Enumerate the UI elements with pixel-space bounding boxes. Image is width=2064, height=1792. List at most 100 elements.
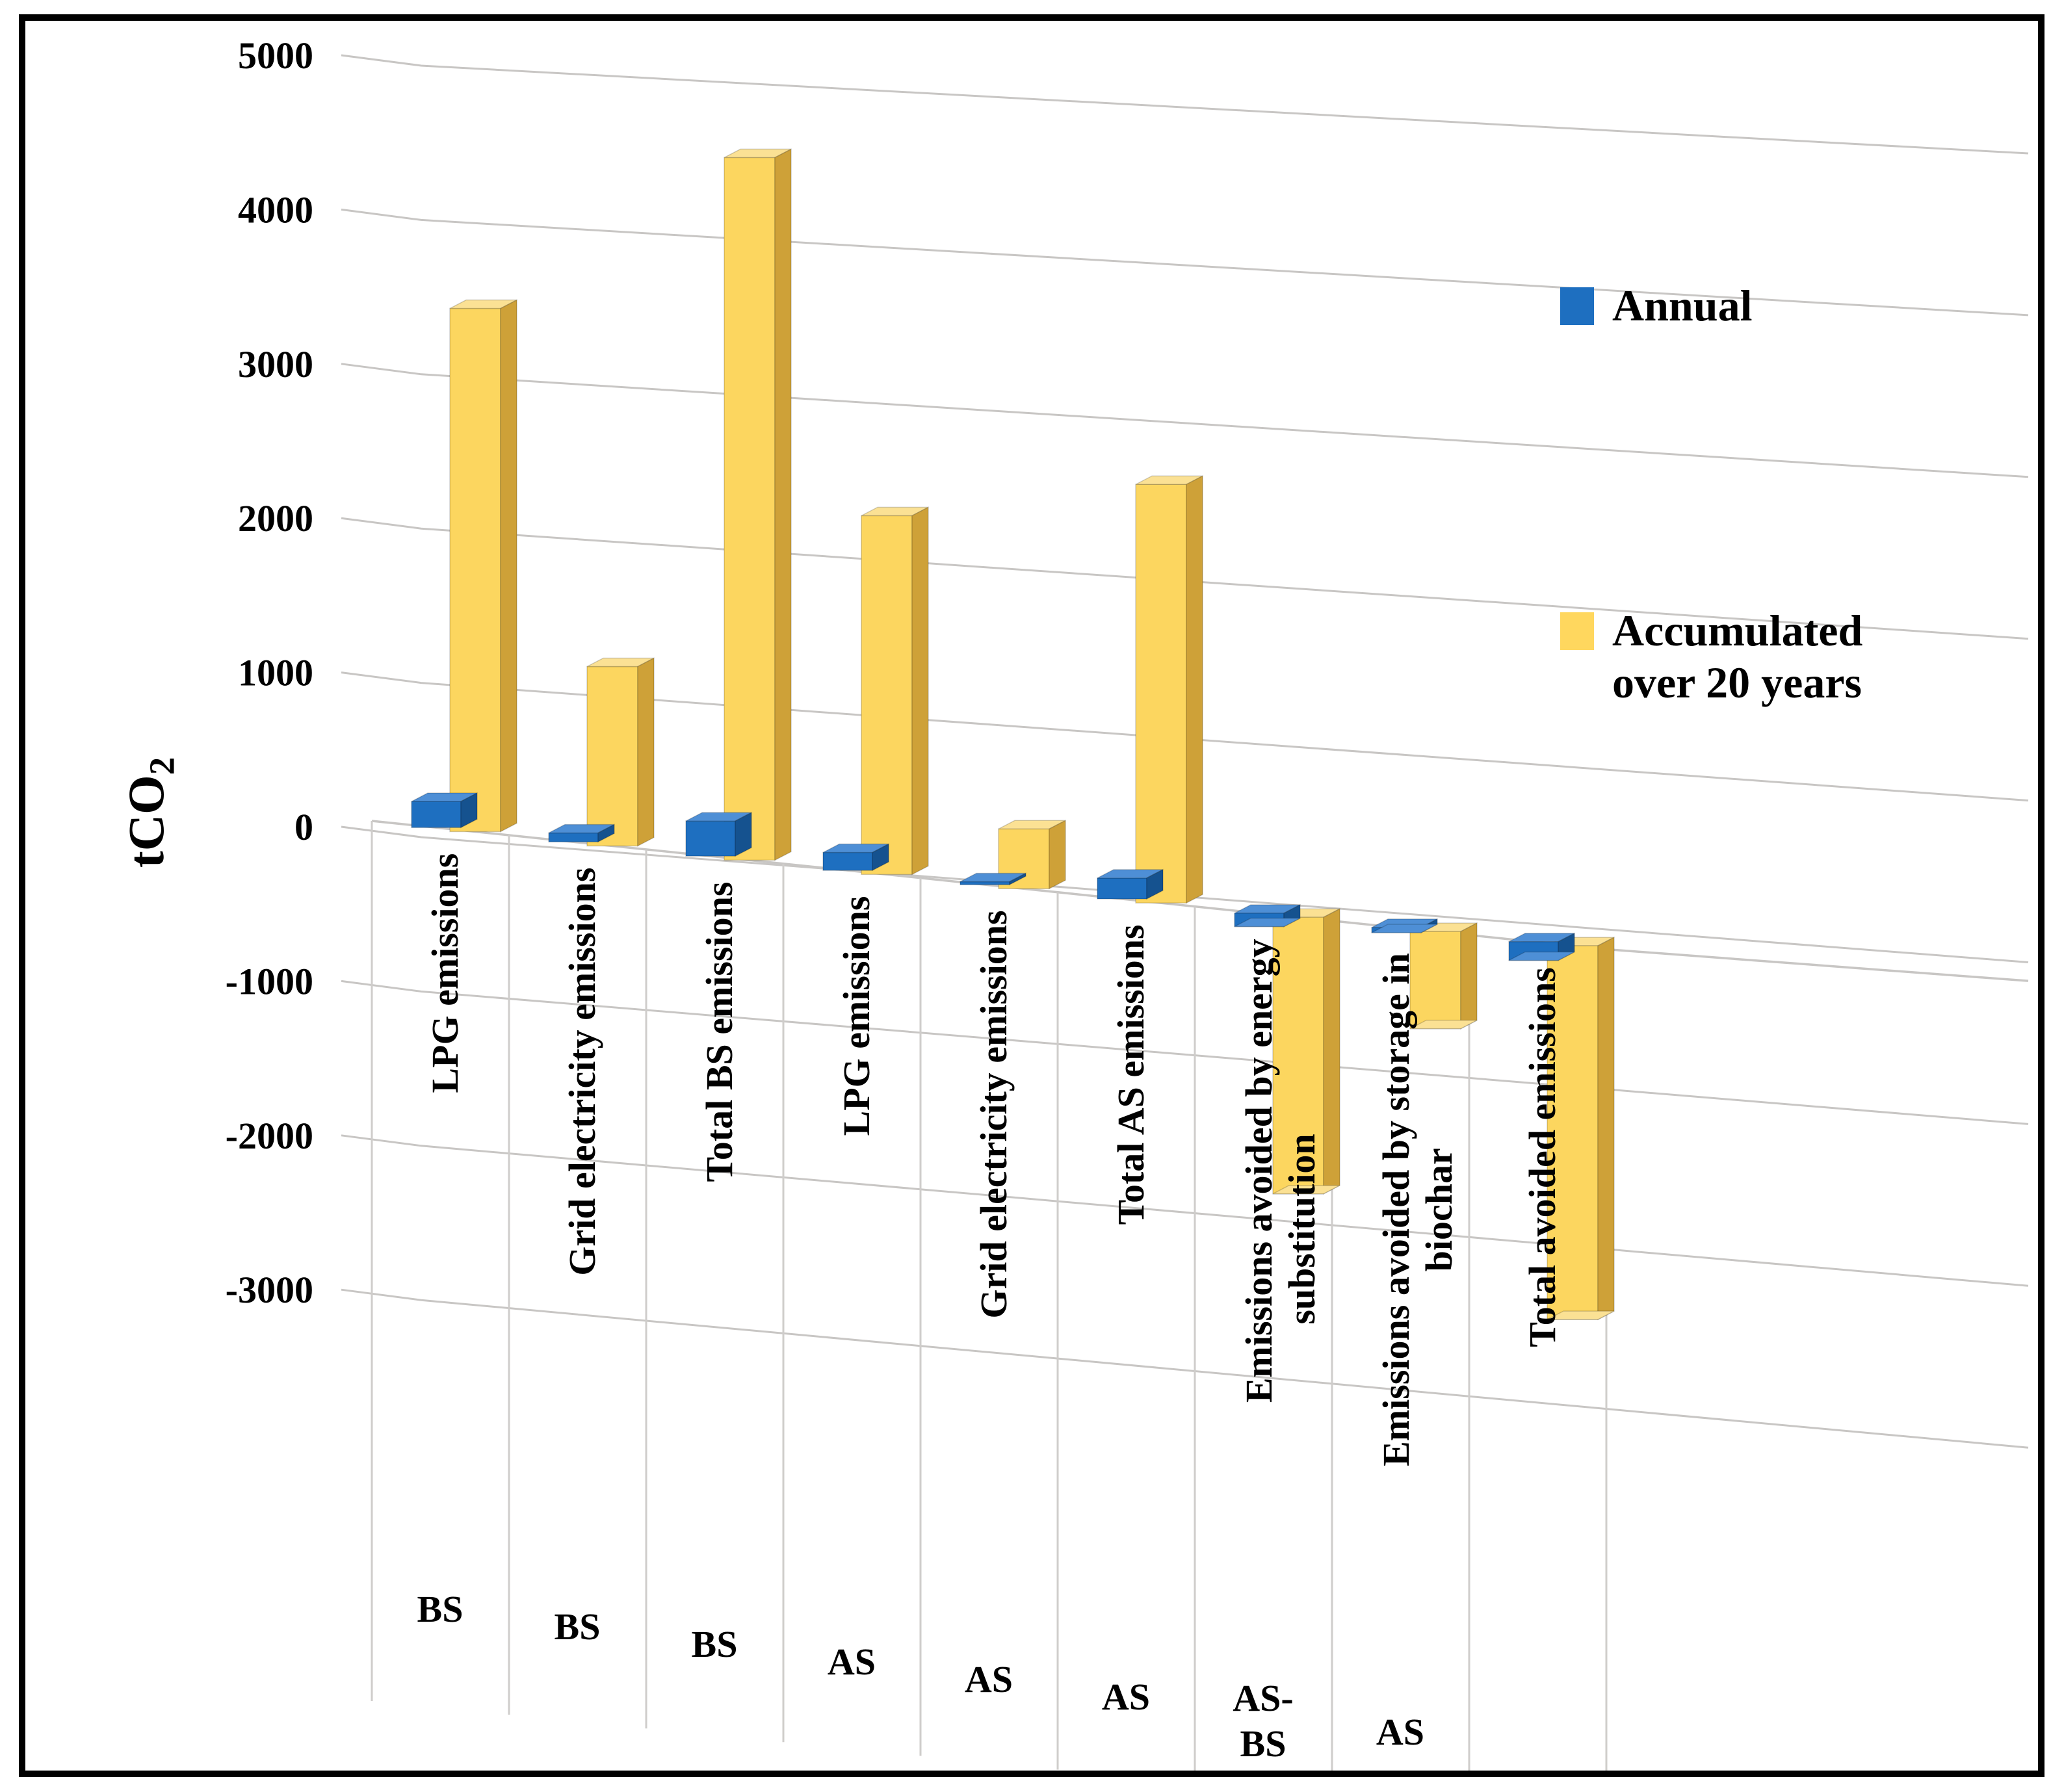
bar-accumulated-8-bottom bbox=[1547, 1310, 1615, 1320]
y-tick-label--2000: -2000 bbox=[226, 1115, 313, 1157]
category-label-6-line1: Emissions avoided by energy bbox=[1238, 939, 1280, 1403]
bar-annual-3-side bbox=[872, 843, 889, 872]
group-label-0: BS bbox=[417, 1588, 464, 1630]
bar-annual-2-front bbox=[685, 820, 736, 857]
bar-accumulated-2 bbox=[724, 148, 792, 861]
bar-accumulated-3-front bbox=[861, 515, 913, 876]
y-axis-title-subscript: 2 bbox=[142, 757, 182, 775]
gridline-1000 bbox=[341, 671, 2029, 802]
y-tick-label-4000: 4000 bbox=[238, 188, 313, 231]
y-tick-label-5000: 5000 bbox=[238, 34, 313, 77]
bar-annual-2-side bbox=[735, 811, 752, 857]
bar-annual-0-side bbox=[460, 792, 478, 829]
y-tick-label-2000: 2000 bbox=[238, 497, 313, 539]
bar-accumulated-5 bbox=[1135, 475, 1203, 904]
bar-annual-1-side bbox=[597, 824, 615, 843]
bar-annual-4-side bbox=[1009, 872, 1026, 886]
category-label-5: Total AS emissions bbox=[1110, 924, 1152, 1225]
bar-accumulated-6-bottom bbox=[1272, 1184, 1340, 1195]
group-label-6-line2: BS bbox=[1240, 1722, 1287, 1765]
category-label-3: LPG emissions bbox=[835, 896, 878, 1136]
bar-accumulated-5-front bbox=[1135, 484, 1187, 904]
y-axis-title: tCO2 bbox=[39, 702, 260, 923]
y-tick-label-3000: 3000 bbox=[238, 343, 313, 385]
bar-annual-7 bbox=[1371, 918, 1438, 934]
gridline-0 bbox=[341, 825, 2029, 963]
bar-accumulated-2-side bbox=[774, 148, 792, 861]
bar-annual-3-front bbox=[822, 851, 873, 871]
figure-border bbox=[19, 14, 2044, 1777]
bar-accumulated-1-front bbox=[586, 666, 638, 847]
y-tick-label-1000: 1000 bbox=[238, 652, 313, 694]
gridline-3000 bbox=[341, 363, 2029, 478]
bar-accumulated-1-side bbox=[637, 657, 655, 847]
y-tick-label--1000: -1000 bbox=[226, 960, 313, 1002]
bar-annual-0 bbox=[411, 792, 478, 829]
gridline--3000 bbox=[341, 1288, 2029, 1449]
group-label-2: BS bbox=[692, 1623, 738, 1665]
gridline-4000 bbox=[341, 208, 2029, 317]
bar-annual-1 bbox=[548, 824, 615, 843]
legend-swatch-annual-icon bbox=[1560, 287, 1594, 325]
category-label-2: Total BS emissions bbox=[698, 882, 740, 1182]
group-label-1: BS bbox=[555, 1605, 601, 1648]
group-label-5: AS bbox=[1102, 1676, 1150, 1718]
bar-accumulated-3 bbox=[861, 506, 929, 876]
bar-accumulated-0-front bbox=[449, 307, 501, 833]
legend-label-accumulated-line1: Accumulated bbox=[1612, 606, 1863, 655]
bar-accumulated-4-side bbox=[1049, 820, 1066, 890]
y-axis-title-text: tCO bbox=[117, 775, 174, 868]
bar-annual-4 bbox=[960, 872, 1026, 886]
bar-accumulated-7 bbox=[1409, 922, 1478, 1030]
bar-annual-0-front bbox=[411, 801, 462, 829]
group-label-4: AS bbox=[965, 1658, 1013, 1700]
bar-accumulated-1 bbox=[586, 657, 655, 847]
bar-annual-8 bbox=[1508, 932, 1575, 961]
bar-accumulated-7-side bbox=[1460, 922, 1478, 1030]
gridline-2000 bbox=[341, 517, 2029, 640]
bar-accumulated-5-side bbox=[1186, 475, 1203, 904]
bar-accumulated-8-side bbox=[1597, 936, 1615, 1321]
bar-annual-2 bbox=[685, 811, 752, 857]
gridline--1000 bbox=[341, 980, 2029, 1125]
bar-annual-8-bottom bbox=[1508, 951, 1575, 961]
category-label-8: Total avoided emissions bbox=[1521, 967, 1563, 1347]
bar-annual-3 bbox=[822, 843, 889, 872]
category-label-6-line2: substitution bbox=[1281, 1134, 1323, 1324]
category-label-1: Grid electricity emissions bbox=[561, 868, 603, 1276]
bar-annual-6-bottom bbox=[1234, 917, 1301, 928]
bar-accumulated-7-bottom bbox=[1409, 1019, 1478, 1030]
group-label-7: AS bbox=[1376, 1711, 1424, 1753]
bar-annual-5 bbox=[1097, 868, 1164, 900]
bar-annual-5-front bbox=[1097, 877, 1147, 900]
legend-item-accumulated: Accumulated over 20 years bbox=[1560, 604, 1862, 708]
legend-label-accumulated: Accumulated over 20 years bbox=[1612, 604, 1862, 708]
legend-swatch-accumulated-icon bbox=[1560, 612, 1594, 650]
y-tick-label--3000: -3000 bbox=[226, 1269, 313, 1311]
bar-accumulated-8 bbox=[1547, 936, 1615, 1321]
bar-annual-5-side bbox=[1146, 868, 1164, 900]
gridline--2000 bbox=[341, 1134, 2029, 1287]
gridline-5000 bbox=[341, 54, 2029, 155]
category-label-0: LPG emissions bbox=[424, 853, 466, 1093]
y-tick-label-0: 0 bbox=[294, 806, 313, 848]
bar-accumulated-6-side bbox=[1323, 907, 1340, 1195]
bar-annual-6 bbox=[1234, 903, 1301, 928]
bar-accumulated-0 bbox=[449, 299, 517, 833]
legend-item-annual: Annual bbox=[1560, 279, 1752, 331]
bar-accumulated-7-front bbox=[1409, 931, 1461, 1030]
legend-label-accumulated-line2: over 20 years bbox=[1612, 658, 1862, 708]
clipped-label-fragment: W bbox=[1239, 1783, 1277, 1792]
bar-accumulated-3-side bbox=[911, 506, 929, 876]
group-label-3: AS bbox=[828, 1641, 876, 1683]
group-label-6-line1: AS- bbox=[1233, 1677, 1293, 1719]
category-label-4: Grid electricity emissions bbox=[973, 910, 1015, 1318]
legend-label-annual: Annual bbox=[1612, 281, 1753, 330]
bar-annual-1-front bbox=[548, 832, 599, 842]
category-label-7-line2: biochar bbox=[1418, 1148, 1460, 1271]
category-label-7-line1: Emissions avoided by storage in bbox=[1375, 953, 1417, 1466]
bar-accumulated-0-side bbox=[500, 299, 517, 833]
bar-annual-7-bottom bbox=[1371, 924, 1438, 933]
